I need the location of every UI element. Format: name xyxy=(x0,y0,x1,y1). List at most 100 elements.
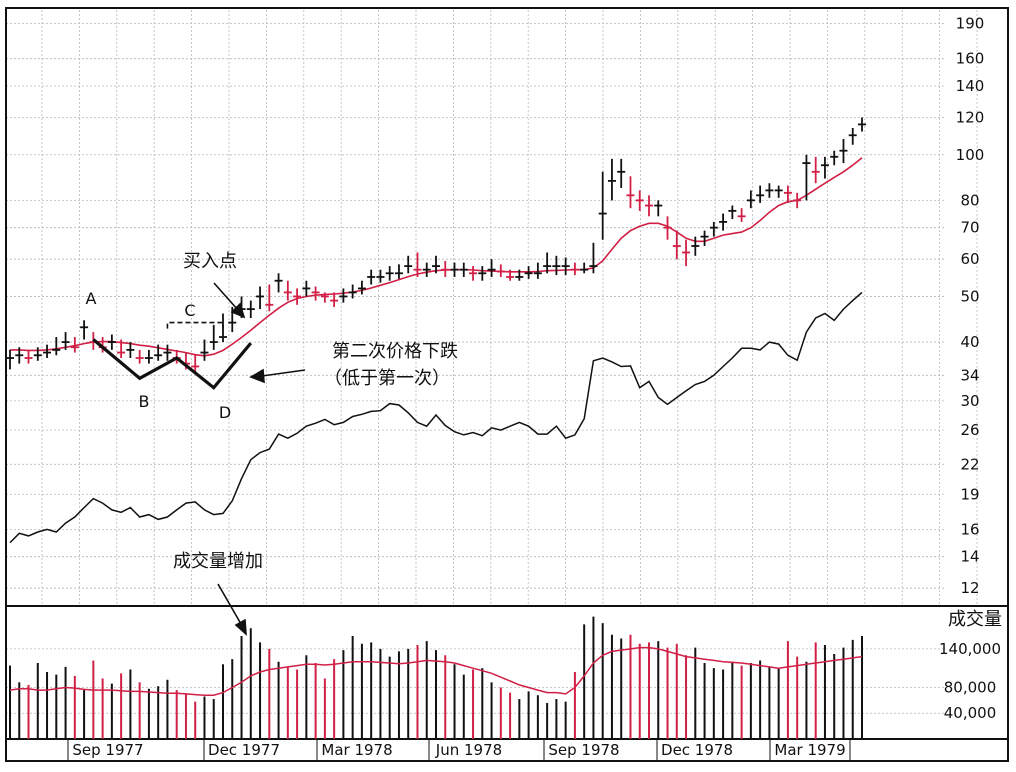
volume-increase-arrow xyxy=(217,583,242,625)
price-bar xyxy=(107,334,116,350)
price-bar xyxy=(126,342,135,359)
volume-moving-average-line xyxy=(9,646,863,696)
outer-frame xyxy=(5,7,1009,762)
price-bar xyxy=(376,269,385,283)
annotation-B: B xyxy=(139,392,150,411)
price-bar xyxy=(459,262,468,277)
price-bar xyxy=(80,320,89,340)
price-bar xyxy=(552,255,561,276)
price-tick-label: 160 xyxy=(956,50,985,68)
price-bar xyxy=(543,252,552,274)
annotation-second-decline-line1: 第二次价格下跌 xyxy=(332,341,458,362)
price-tick-label: 60 xyxy=(960,250,979,268)
price-bar xyxy=(33,347,42,361)
price-tick-label: 34 xyxy=(960,366,979,384)
price-bar xyxy=(135,349,144,364)
rs-layer xyxy=(9,291,863,544)
price-bar xyxy=(293,288,302,305)
price-bar xyxy=(191,355,200,373)
price-tick-label: 80 xyxy=(960,191,979,209)
price-bar xyxy=(719,213,728,231)
price-bar xyxy=(682,239,691,267)
price-bar xyxy=(598,171,607,240)
price-bar xyxy=(469,266,478,281)
buy-point-pivot-line xyxy=(166,321,224,329)
x-tick-label: Dec 1978 xyxy=(661,741,733,759)
price-bar xyxy=(839,139,848,164)
price-bar xyxy=(441,260,450,277)
price-bar xyxy=(61,332,70,350)
price-bar xyxy=(432,255,440,274)
volume-increase-arrowhead xyxy=(234,618,247,636)
price-bar xyxy=(24,349,33,364)
price-bar xyxy=(394,264,403,279)
second-decline-arrow xyxy=(261,369,306,377)
x-tick-label: Mar 1978 xyxy=(321,741,392,759)
price-layer xyxy=(6,117,866,373)
price-bar xyxy=(330,292,339,307)
price-bar xyxy=(774,185,783,198)
price-bar xyxy=(802,154,811,201)
price-bar xyxy=(858,117,866,132)
price-tick-label: 70 xyxy=(960,219,979,237)
volume-title: 成交量 xyxy=(948,609,1002,630)
price-bar xyxy=(635,190,644,211)
x-tick-label: Sep 1977 xyxy=(72,741,143,759)
price-bar xyxy=(117,339,126,359)
price-tick-label: 190 xyxy=(956,15,985,33)
price-tick-label: 14 xyxy=(960,548,979,566)
price-bar xyxy=(144,349,153,364)
price-tick-label: 40 xyxy=(960,333,979,351)
annotation-second-decline-line2: （低于第一次） xyxy=(324,368,450,389)
price-bar xyxy=(830,150,839,166)
grid-layer xyxy=(6,10,978,714)
price-bar xyxy=(52,337,61,356)
frame-layer xyxy=(5,7,1009,762)
price-bar xyxy=(357,280,366,295)
price-bar xyxy=(626,176,635,209)
price-bar xyxy=(422,262,431,277)
price-tick-label: 100 xyxy=(956,146,985,164)
price-bar xyxy=(348,284,357,299)
price-tick-label: 50 xyxy=(960,287,979,305)
price-tick-label: 26 xyxy=(960,421,979,439)
buy-point-arrow xyxy=(213,282,239,311)
price-bar xyxy=(580,262,589,274)
price-bar xyxy=(385,266,394,281)
price-bar xyxy=(765,183,774,198)
price-bar xyxy=(70,337,79,353)
second-decline-arrowhead xyxy=(249,368,265,384)
price-bar xyxy=(320,292,329,303)
price-bar xyxy=(848,127,857,145)
price-bar xyxy=(589,242,598,274)
price-bar xyxy=(654,200,663,217)
price-tick-label: 22 xyxy=(960,455,979,473)
price-bar xyxy=(663,216,672,240)
price-tick-label: 30 xyxy=(960,392,979,410)
price-tick-label: 12 xyxy=(960,579,979,597)
x-tick-label: Dec 1977 xyxy=(208,741,280,759)
price-bar xyxy=(163,344,172,361)
label-layer: 12 14 16 19 22 26 30 34 40 50 60 70 80 100 120 140 160 19… xyxy=(67,15,1001,761)
price-bar xyxy=(404,255,413,274)
x-tick-label: Sep 1978 xyxy=(548,741,619,759)
annotation-C: C xyxy=(184,301,195,320)
price-bar xyxy=(154,344,163,361)
price-tick-label: 19 xyxy=(960,485,979,503)
price-bar xyxy=(746,190,755,209)
price-bar xyxy=(570,262,579,276)
price-tick-label: 140 xyxy=(956,77,985,95)
price-bar xyxy=(413,252,422,277)
price-bar xyxy=(302,280,311,297)
price-bar xyxy=(820,156,829,179)
price-bar xyxy=(793,192,802,209)
price-bar xyxy=(274,273,283,293)
price-bar xyxy=(515,269,524,281)
pattern-layer xyxy=(92,321,253,390)
price-bar xyxy=(311,286,320,301)
buy-point-arrowhead xyxy=(230,302,246,319)
price-bar xyxy=(209,324,218,350)
x-tick-label: Jun 1978 xyxy=(435,741,502,759)
price-bar xyxy=(478,266,487,281)
